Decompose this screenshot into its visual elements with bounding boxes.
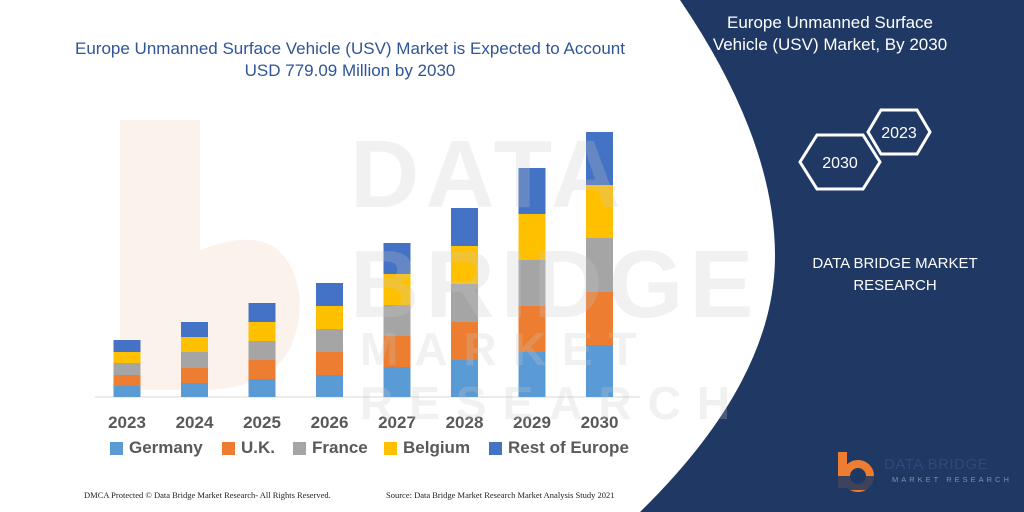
legend-swatch [489,441,502,455]
bar-2024-rest-of-europe [181,322,208,337]
bar-2027-rest-of-europe [383,243,411,274]
data-bridge-logo-icon [836,452,878,492]
x-tick-label: 2023 [108,413,146,432]
bar-2029-u-k [518,306,546,352]
x-tick-label: 2027 [378,413,416,432]
legend-swatch [293,441,306,455]
bar-2023-u-k [113,375,141,386]
legend-swatch [384,441,397,455]
hexagon-2030 [798,133,882,191]
bar-2030-belgium [586,185,613,238]
bar-2026-france [316,329,343,352]
legend-item: U.K. [222,436,275,460]
bar-2030-france [586,238,613,292]
bar-2028-germany [451,360,478,397]
bar-2025-france [248,341,276,360]
bar-2030-rest-of-europe [586,132,613,185]
bar-2027-germany [383,367,411,397]
source-note: Source: Data Bridge Market Research Mark… [386,490,615,500]
bar-2023-rest-of-europe [113,340,141,352]
x-tick-label: 2028 [446,413,484,432]
legend-swatch [222,441,235,455]
legend-label: Germany [129,438,203,457]
bar-2029-belgium [518,214,546,260]
legend-item: Germany [110,436,203,460]
bar-2023-germany [113,386,141,397]
bar-2024-germany [181,383,208,397]
x-tick-label: 2029 [513,413,551,432]
bar-2030-u-k [586,292,613,345]
legend-item: Belgium [384,436,470,460]
x-tick-label: 2026 [311,413,349,432]
bar-2029-rest-of-europe [518,168,546,214]
bar-2024-france [181,352,208,368]
bar-2025-germany [248,379,276,397]
bar-2026-germany [316,375,343,397]
legend-label: France [312,438,368,457]
legend-label: U.K. [241,438,275,457]
bar-2029-germany [518,352,546,397]
hexagon-2030-label: 2030 [822,155,858,172]
bar-2027-u-k [383,336,411,367]
hexagon-2023-label: 2023 [881,125,917,142]
bar-2027-belgium [383,274,411,305]
bar-2030-germany [586,345,613,397]
bar-2023-belgium [113,352,141,363]
bar-2024-u-k [181,368,208,383]
legend-label: Belgium [403,438,471,457]
logo-wordmark: DATA BRIDGE [884,456,989,473]
bar-2024-belgium [181,337,208,352]
x-tick-label: 2030 [581,413,619,432]
copyright-notice: DMCA Protected © Data Bridge Market Rese… [84,490,331,500]
company-name: DATA BRIDGE MARKET RESEARCH [812,255,978,294]
bar-2025-belgium [248,322,276,341]
stacked-bar-chart: 2023 2024 2025 2026 2027 2028 2029 2030 [95,132,640,432]
bar-2023-france [113,363,141,375]
bar-2028-rest-of-europe [451,208,478,246]
bar-2025-rest-of-europe [248,303,276,322]
bar-2029-france [518,260,546,306]
x-tick-label: 2024 [176,413,214,432]
legend-item: France [293,436,368,460]
bar-2026-u-k [316,352,343,375]
bar-2028-france [451,284,478,322]
bar-2025-u-k [248,360,276,379]
bar-2026-belgium [316,306,343,329]
chart-title: Europe Unmanned Surface Vehicle (USV) Ma… [75,39,625,80]
bar-2028-u-k [451,322,478,360]
panel-title: Europe Unmanned Surface Vehicle (USV) Ma… [712,13,948,54]
x-tick-label: 2025 [243,413,281,432]
legend-label: Rest of Europe [508,438,629,457]
bar-2027-france [383,305,411,336]
bar-2026-rest-of-europe [316,283,343,306]
hexagon-2023 [866,108,932,156]
legend-swatch [110,441,123,455]
logo-tagline: MARKET RESEARCH [892,475,1012,484]
legend-item: Rest of Europe [489,436,629,460]
bar-2028-belgium [451,246,478,284]
